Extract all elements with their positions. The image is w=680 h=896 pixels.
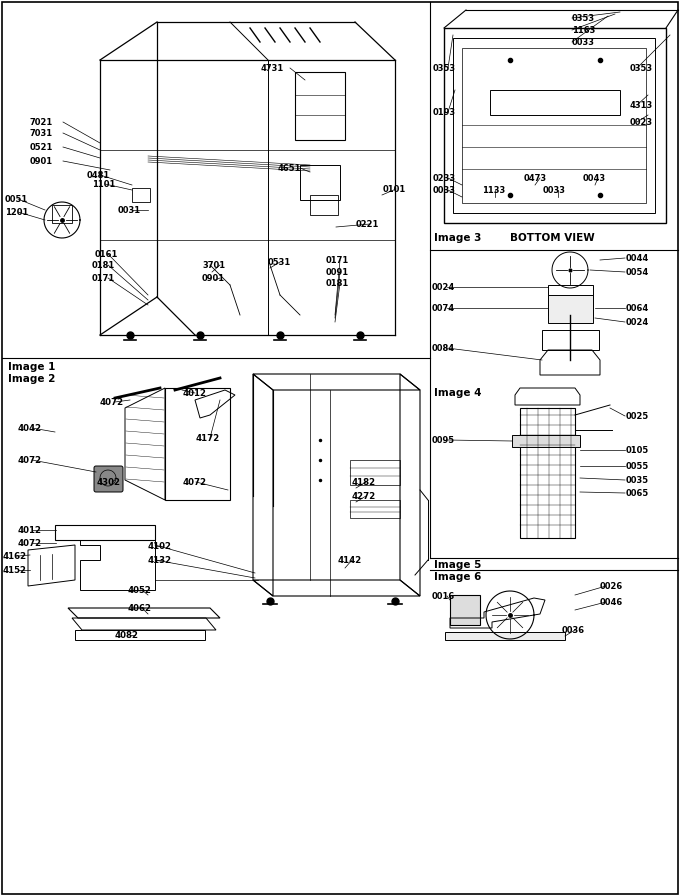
Text: 3701: 3701 [202,261,225,270]
Text: 4072: 4072 [18,538,42,547]
Bar [512,435,580,447]
Text: 0051: 0051 [5,194,29,203]
Text: 4052: 4052 [128,585,152,595]
Text: 0033: 0033 [543,185,566,194]
Text: Image 6: Image 6 [434,572,481,582]
Bar [52,205,72,223]
Text: 4162: 4162 [3,552,27,561]
Text: 7021: 7021 [30,117,53,126]
Bar [548,295,593,323]
Text: 4302: 4302 [97,478,121,487]
Text: 4272: 4272 [352,492,376,501]
Bar [450,595,480,625]
Bar [75,630,205,640]
Bar [350,460,400,485]
Text: 0036: 0036 [562,625,585,634]
Text: 0105: 0105 [626,445,649,454]
Text: 4102: 4102 [148,541,172,550]
Text: 4152: 4152 [3,565,27,574]
Text: 4651: 4651 [278,163,301,173]
Text: 4182: 4182 [352,478,376,487]
Text: BOTTOM VIEW: BOTTOM VIEW [510,233,595,243]
Text: 4072: 4072 [100,398,124,407]
Text: 0181: 0181 [326,279,350,288]
Text: 4062: 4062 [128,604,152,613]
Text: 0171: 0171 [326,255,350,264]
Text: Image 3: Image 3 [434,233,481,243]
Text: 0171: 0171 [92,273,115,282]
Text: 0046: 0046 [600,598,624,607]
Bar [310,195,338,215]
Text: 4082: 4082 [115,631,139,640]
Text: 0026: 0026 [600,582,624,590]
Bar [453,38,655,213]
Bar [520,408,575,538]
Text: 7031: 7031 [30,128,53,137]
Text: 4012: 4012 [18,525,42,535]
Text: 4731: 4731 [261,64,284,73]
Text: 0035: 0035 [626,476,649,485]
Text: 0064: 0064 [626,304,649,313]
Text: Image 1: Image 1 [8,362,55,372]
Text: 0101: 0101 [383,185,406,194]
Text: 0025: 0025 [626,411,649,420]
Text: Image 4: Image 4 [434,388,481,398]
Text: 1201: 1201 [5,208,29,217]
Text: Image 5: Image 5 [434,560,481,570]
Bar [462,48,646,203]
Text: 0353: 0353 [630,64,653,73]
Text: 0033: 0033 [433,185,456,194]
Text: 4313: 4313 [630,100,653,109]
Text: 0033: 0033 [572,38,595,47]
Text: 4072: 4072 [18,455,42,464]
Text: 0193: 0193 [433,108,456,116]
Bar [490,90,620,115]
Text: 0221: 0221 [356,220,379,228]
Text: 0233: 0233 [433,174,456,183]
Text: 1101: 1101 [92,179,116,188]
Bar [445,632,565,640]
Text: 0901: 0901 [202,273,225,282]
Text: 0024: 0024 [626,317,649,326]
Text: 1163: 1163 [572,25,596,35]
Text: Image 2: Image 2 [8,374,55,384]
Text: 0531: 0531 [268,257,291,266]
Text: 0353: 0353 [572,13,595,22]
Text: 0054: 0054 [626,268,649,277]
Text: 0023: 0023 [630,117,653,126]
Text: 4132: 4132 [148,556,172,564]
Text: 4142: 4142 [338,556,362,564]
Text: 0065: 0065 [626,488,649,497]
Text: 0091: 0091 [326,268,349,277]
Text: 0473: 0473 [524,174,547,183]
Text: 1133: 1133 [482,185,505,194]
Text: 0161: 0161 [95,249,118,259]
Text: 4072: 4072 [183,478,207,487]
Text: 0521: 0521 [30,142,53,151]
Bar [542,330,599,350]
Text: 4042: 4042 [18,424,42,433]
Text: 0043: 0043 [583,174,606,183]
Text: 0055: 0055 [626,461,649,470]
Bar [132,188,150,202]
Text: 0084: 0084 [432,343,455,352]
Text: 0044: 0044 [626,254,649,263]
Bar [548,285,593,315]
Text: 0031: 0031 [118,205,141,214]
Text: 0024: 0024 [432,282,455,291]
Text: 0901: 0901 [30,157,53,166]
Text: 0095: 0095 [432,435,455,444]
Text: 4012: 4012 [183,389,207,398]
Bar [444,28,666,223]
Text: 0481: 0481 [87,170,110,179]
Text: 0181: 0181 [92,261,115,270]
FancyBboxPatch shape [94,466,123,492]
Text: 0074: 0074 [432,304,455,313]
Bar [350,500,400,518]
Text: 4172: 4172 [196,434,220,443]
Text: 0016: 0016 [432,591,455,600]
Text: 0353: 0353 [433,64,456,73]
